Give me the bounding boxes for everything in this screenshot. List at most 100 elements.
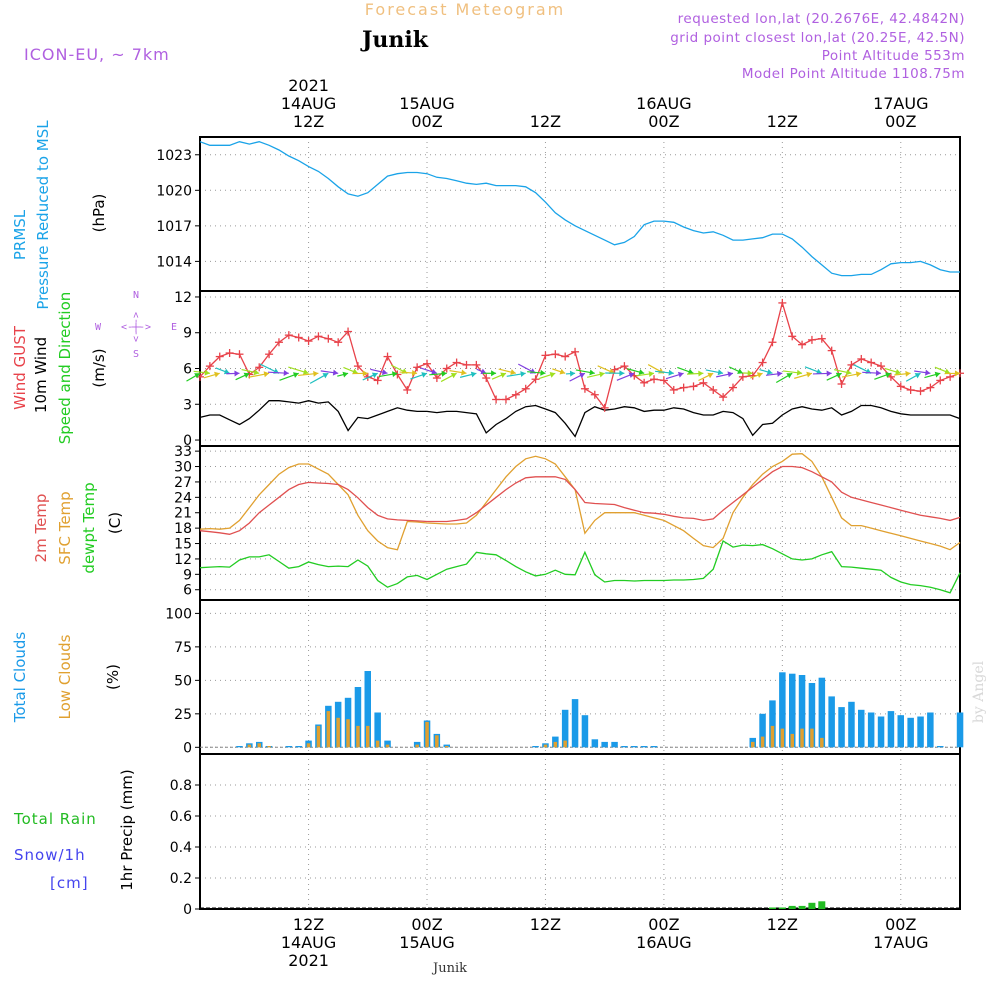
model-label: ICON-EU, ~ 7km [24, 45, 170, 64]
time-label: 00Z [885, 915, 916, 934]
gust-marker [580, 384, 589, 393]
pressure-labels: PRMSL Pressure Reduced to MSL (hPa) [11, 120, 108, 310]
point-altitude: Point Altitude 553m [822, 48, 965, 64]
gust-marker [807, 335, 816, 344]
wind-direction-arrow [362, 372, 378, 381]
gust-marker [205, 362, 214, 371]
wind-direction-arrow [914, 369, 931, 376]
total-cloud-bar [937, 746, 944, 748]
gust-marker [758, 358, 767, 367]
total-cloud-bar [295, 746, 302, 748]
wind-direction-arrow [924, 371, 941, 379]
gust-marker [590, 390, 599, 399]
gust-marker [482, 374, 491, 383]
time-label: 16AUG [636, 933, 691, 952]
y-tick-label: 0.4 [170, 840, 192, 856]
gust-marker [334, 338, 343, 347]
gust-marker [511, 390, 520, 399]
precip-panel: 0 0.2 0.4 0.6 0.8 [170, 753, 961, 918]
wind-dir-label: Speed and Direction [56, 292, 74, 445]
rain-bar [788, 905, 796, 909]
y-tick-label: 0 [183, 902, 192, 918]
wind-direction-arrow [686, 370, 704, 377]
wind-direction-arrow [288, 366, 309, 375]
wind-direction-arrow [841, 371, 862, 378]
gust-marker [600, 403, 609, 412]
prmsl-unit: (hPa) [90, 194, 108, 233]
total-cloud-bar [650, 746, 658, 748]
y-tick-label: 1023 [156, 148, 192, 164]
y-tick-label: 30 [174, 460, 192, 476]
gust-marker [373, 376, 382, 385]
clouds-unit: (%) [104, 664, 122, 690]
total-cloud-bar [877, 716, 885, 748]
gust-marker [284, 331, 293, 340]
y-tick-label: 0 [183, 740, 192, 756]
sfc-temp-line [199, 453, 961, 551]
low-cloud-bar [267, 746, 271, 748]
wind-direction-arrow [279, 372, 299, 381]
gust-marker [423, 359, 432, 368]
y-tick-label: 75 [174, 640, 192, 656]
total-cloud-bar [640, 746, 648, 748]
gust-marker [561, 352, 570, 361]
low-cloud-bar [356, 725, 360, 748]
y-tick-label: 3 [183, 397, 192, 413]
wind-direction-arrow [705, 369, 724, 376]
wind-direction-arrow [894, 370, 911, 377]
low-cloud-bar [247, 744, 252, 748]
wind-direction-arrow [655, 369, 674, 376]
temp-unit: (C) [106, 512, 124, 534]
rain-bar [818, 901, 826, 910]
gust-marker [255, 363, 264, 372]
time-label: 00Z [411, 112, 442, 131]
precip-labels: Total Rain Snow/1h [cm] 1hr Precip (mm) [13, 769, 136, 892]
total-cloud-bar [956, 712, 964, 748]
wind-direction-arrow [440, 372, 457, 383]
wind-direction-arrow [449, 369, 467, 376]
wind-direction-arrow [482, 370, 497, 377]
gust-marker [896, 382, 905, 391]
time-label: 12Z [767, 915, 798, 934]
y-tick-label: 27 [174, 475, 192, 491]
wind-direction-arrow [538, 371, 556, 380]
gust-marker [265, 350, 274, 359]
gust-marker [689, 382, 698, 391]
gust-marker [916, 387, 925, 396]
compass-ew-arrow: <-|-> [121, 322, 151, 333]
gust-marker [571, 347, 580, 356]
time-label: 12Z [293, 915, 324, 934]
gust-label: Wind GUST [11, 325, 29, 410]
rain-label: Total Rain [13, 810, 97, 828]
total-cloud-bar [798, 675, 806, 748]
compass-e: E [171, 322, 177, 333]
gust-marker [798, 340, 807, 349]
low-cloud-bar [445, 746, 449, 748]
total-cloud-bar [838, 707, 845, 748]
wind-direction-arrow [459, 371, 477, 378]
gust-marker [314, 332, 323, 341]
wind-direction-arrow [765, 370, 783, 377]
low-cloud-bar [336, 717, 340, 748]
time-label: 12Z [293, 112, 324, 131]
wind-direction-arrow [716, 371, 734, 378]
wind-direction-arrow [944, 370, 961, 377]
y-tick-label: 1017 [156, 219, 192, 235]
wind-direction-arrow [410, 372, 428, 380]
wind-label: 10m Wind [32, 337, 50, 413]
wind-direction-arrow [605, 370, 625, 377]
wind-direction-arrow [248, 371, 270, 378]
total-cloud-bar [828, 696, 835, 748]
gust-marker [837, 380, 846, 388]
wind-direction-arrow [812, 370, 832, 377]
low-cloud-bar [810, 728, 814, 748]
low-cloud-bar [790, 733, 794, 748]
forecast-title: Forecast Meteogram [365, 0, 565, 19]
wind-direction-arrow [665, 371, 684, 380]
gust-marker [521, 384, 530, 393]
sfc-label: SFC Temp [56, 491, 74, 564]
low-cloud-bar [415, 744, 419, 748]
gust-marker [640, 378, 649, 387]
gust-marker [531, 375, 540, 384]
